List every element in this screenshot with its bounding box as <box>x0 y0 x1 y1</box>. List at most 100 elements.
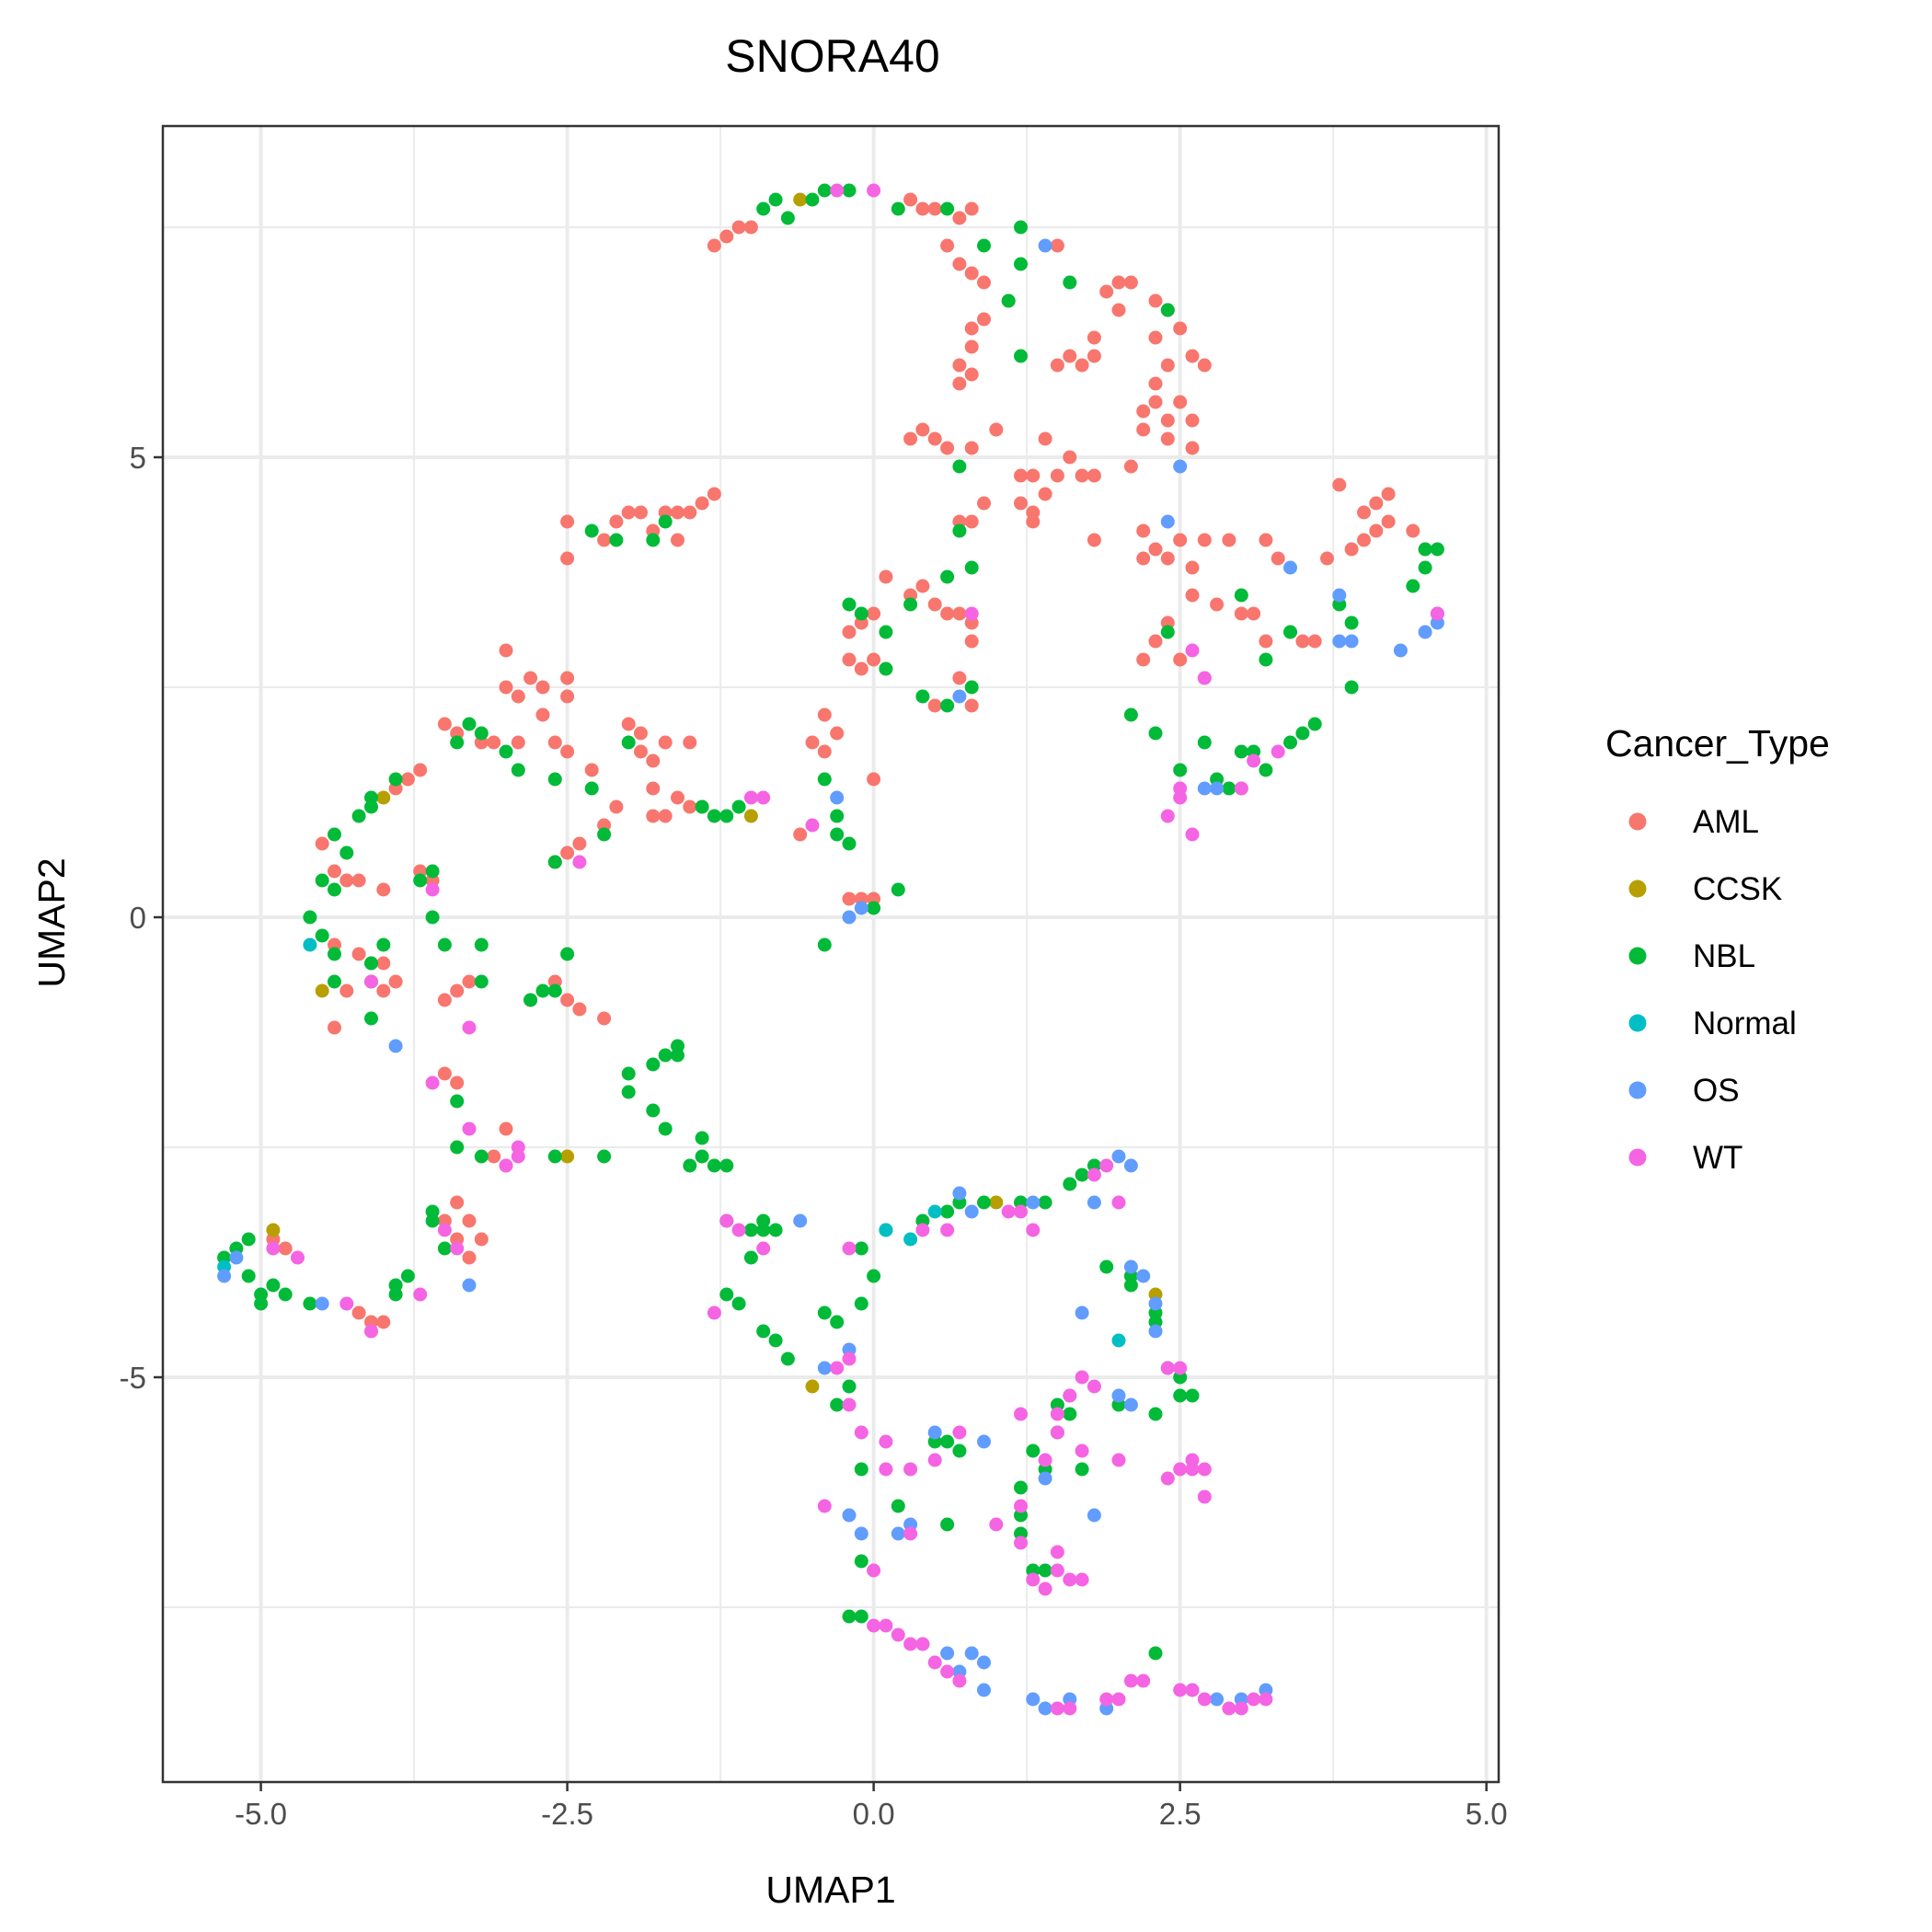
data-point-aml <box>1185 349 1200 363</box>
data-point-nbl <box>707 1158 721 1173</box>
data-point-os <box>977 1434 991 1449</box>
data-point-nbl <box>364 1011 378 1026</box>
data-point-aml <box>927 698 942 713</box>
data-point-aml <box>1160 413 1175 428</box>
data-point-aml <box>964 698 979 713</box>
data-point-os <box>1283 560 1297 575</box>
data-point-wt <box>572 855 587 869</box>
data-point-nbl <box>854 1296 868 1311</box>
data-point-nbl <box>1063 1407 1077 1421</box>
data-point-aml <box>339 873 354 888</box>
data-point-wt <box>1185 1462 1200 1477</box>
data-point-wt <box>842 1351 857 1366</box>
data-point-aml <box>1247 606 1261 621</box>
data-point-os <box>842 910 857 925</box>
data-point-wt <box>1111 1692 1126 1707</box>
data-point-aml <box>1185 560 1200 575</box>
data-point-aml <box>572 836 587 851</box>
data-point-nbl <box>768 1333 783 1348</box>
x-tick-label: 2.5 <box>1159 1797 1202 1831</box>
data-point-nbl <box>695 1131 709 1145</box>
data-point-aml <box>388 974 403 989</box>
data-point-aml <box>952 358 967 373</box>
data-point-aml <box>1063 349 1077 363</box>
data-point-nbl <box>1038 1563 1052 1578</box>
data-point-nbl <box>315 873 329 888</box>
data-point-nbl <box>683 1158 697 1173</box>
data-point-aml <box>560 514 575 529</box>
data-point-wt <box>425 882 440 897</box>
data-point-nbl <box>266 1278 281 1293</box>
data-point-nbl <box>805 192 820 207</box>
data-point-wt <box>413 1287 428 1302</box>
data-point-normal <box>903 1232 918 1247</box>
data-point-aml <box>1087 468 1101 483</box>
data-point-aml <box>817 707 832 722</box>
data-point-nbl <box>1160 625 1175 639</box>
data-point-nbl <box>474 726 489 741</box>
data-point-nbl <box>719 809 734 823</box>
legend-key-normal <box>1628 1014 1647 1032</box>
data-point-aml <box>376 956 391 971</box>
data-point-aml <box>940 238 955 253</box>
data-point-nbl <box>315 928 329 943</box>
data-point-os <box>830 790 845 805</box>
data-point-wt <box>1185 643 1200 658</box>
data-point-aml <box>1332 477 1347 492</box>
data-point-wt <box>1160 809 1175 823</box>
data-point-nbl <box>328 882 341 897</box>
data-point-aml <box>1038 487 1052 501</box>
data-point-os <box>1038 238 1052 253</box>
data-point-nbl <box>1001 293 1016 308</box>
data-point-aml <box>462 974 477 989</box>
data-point-aml <box>731 220 746 235</box>
data-point-aml <box>1307 634 1322 649</box>
legend: Cancer_Type AML CCSK NBL Normal OS WT <box>1605 722 1830 1176</box>
data-point-aml <box>1014 468 1028 483</box>
data-point-aml <box>474 1232 489 1247</box>
data-point-aml <box>646 753 661 768</box>
data-point-wt <box>499 1158 513 1173</box>
data-point-nbl <box>1014 1480 1028 1495</box>
legend-key-aml <box>1628 812 1647 831</box>
data-point-nbl <box>903 597 918 612</box>
data-point-nbl <box>743 1250 758 1265</box>
data-point-nbl <box>413 873 428 888</box>
data-point-os <box>1075 1305 1089 1320</box>
data-point-nbl <box>731 799 746 814</box>
data-point-os <box>817 1361 832 1375</box>
data-point-os <box>854 901 868 915</box>
data-point-nbl <box>891 882 905 897</box>
y-tick-label: 5 <box>130 441 146 475</box>
data-point-aml <box>376 983 391 998</box>
data-point-aml <box>842 652 857 667</box>
data-point-ccsk <box>376 790 391 805</box>
data-point-nbl <box>879 625 893 639</box>
data-point-aml <box>376 1315 391 1329</box>
legend-label: AML <box>1693 804 1759 840</box>
data-point-nbl <box>1173 763 1188 777</box>
data-point-aml <box>1087 349 1101 363</box>
data-point-aml <box>328 864 341 879</box>
data-point-os <box>1173 459 1188 474</box>
data-point-nbl <box>584 523 599 538</box>
legend-key-ccsk <box>1628 880 1647 898</box>
data-point-wt <box>1063 1572 1077 1587</box>
data-point-wt <box>1099 1158 1114 1173</box>
data-point-nbl <box>719 1158 734 1173</box>
data-point-nbl <box>879 661 893 676</box>
data-point-aml <box>952 257 967 271</box>
data-point-nbl <box>547 855 562 869</box>
data-point-wt <box>903 1526 918 1541</box>
data-point-nbl <box>474 937 489 952</box>
data-point-aml <box>1320 551 1334 566</box>
legend-items: AML CCSK NBL Normal OS WT <box>1628 804 1797 1176</box>
data-point-aml <box>867 772 881 787</box>
data-point-nbl <box>891 201 905 216</box>
data-point-wt <box>707 1305 721 1320</box>
data-point-nbl <box>780 1351 795 1366</box>
data-point-aml <box>1160 358 1175 373</box>
data-point-wt <box>989 1517 1004 1532</box>
data-point-aml <box>989 422 1004 437</box>
data-point-nbl <box>1344 680 1359 695</box>
